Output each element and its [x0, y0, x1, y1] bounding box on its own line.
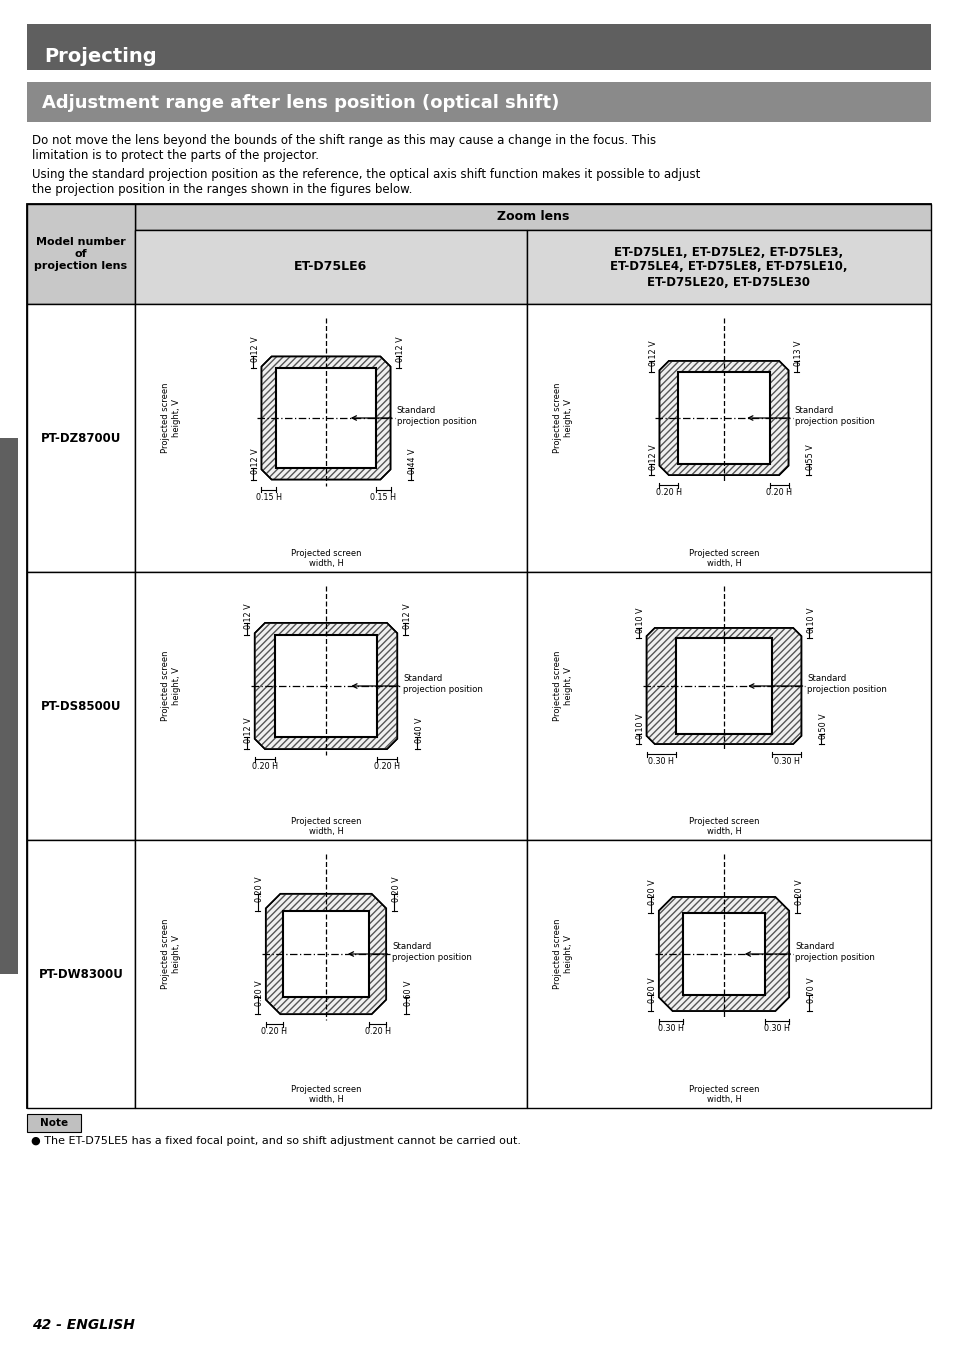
Text: Standard
projection position: Standard projection position	[403, 674, 483, 694]
Text: Projected screen
width, H: Projected screen width, H	[291, 1084, 361, 1104]
Text: PT-DS8500U: PT-DS8500U	[41, 699, 121, 713]
Bar	[526, 304, 930, 572]
Text: 0.12 V: 0.12 V	[251, 336, 260, 362]
Text: Projected screen
height, V: Projected screen height, V	[161, 383, 180, 454]
Text: Projecting: Projecting	[44, 47, 156, 66]
Bar	[27, 204, 135, 304]
Text: 0.12 V: 0.12 V	[244, 717, 253, 742]
Text: 0.20 V: 0.20 V	[794, 879, 802, 904]
Text: 0.20 H: 0.20 H	[765, 489, 792, 497]
Bar	[675, 637, 772, 734]
Text: 0.20 V: 0.20 V	[648, 879, 657, 904]
Text: Projected screen
width, H: Projected screen width, H	[688, 1084, 759, 1104]
Text: Projected screen
height, V: Projected screen height, V	[161, 919, 180, 990]
Text: Projected screen
height, V: Projected screen height, V	[161, 651, 180, 721]
Text: 0.30 H: 0.30 H	[763, 1025, 789, 1033]
Bar	[27, 82, 930, 122]
Text: 0.20 V: 0.20 V	[648, 977, 657, 1003]
Text: Projected screen
height, V: Projected screen height, V	[553, 919, 572, 990]
Text: PT-DZ8700U: PT-DZ8700U	[41, 432, 121, 444]
Bar	[526, 230, 930, 304]
Bar	[0, 437, 18, 973]
Polygon shape	[261, 356, 390, 479]
Polygon shape	[646, 628, 801, 744]
Bar	[682, 913, 764, 995]
Text: 0.30 H: 0.30 H	[658, 1025, 683, 1033]
Bar	[135, 230, 526, 304]
Text: Projected screen
height, V: Projected screen height, V	[553, 383, 572, 454]
Text: 0.10 V: 0.10 V	[636, 714, 644, 740]
Bar	[27, 1114, 81, 1133]
Text: ET-D75LE6: ET-D75LE6	[294, 261, 367, 274]
Text: ● The ET-D75LE5 has a fixed focal point, and so shift adjustment cannot be carri: ● The ET-D75LE5 has a fixed focal point,…	[30, 1135, 520, 1146]
Text: 0.12 V: 0.12 V	[251, 448, 260, 474]
Text: 0.50 V: 0.50 V	[818, 714, 827, 740]
Text: Standard
projection position: Standard projection position	[806, 674, 886, 694]
Bar	[27, 304, 135, 572]
Text: Do not move the lens beyond the bounds of the shift range as this may cause a ch: Do not move the lens beyond the bounds o…	[32, 134, 656, 162]
Text: 0.30 H: 0.30 H	[773, 757, 799, 765]
Bar	[274, 634, 376, 737]
Text: Adjustment range after lens position (optical shift): Adjustment range after lens position (op…	[42, 95, 558, 112]
Polygon shape	[254, 622, 396, 749]
Text: Zoom lens: Zoom lens	[497, 211, 569, 224]
Bar	[27, 24, 930, 70]
Text: 0.55 V: 0.55 V	[805, 444, 814, 470]
Text: 42 - ENGLISH: 42 - ENGLISH	[32, 1318, 134, 1332]
Text: 0.70 V: 0.70 V	[806, 977, 815, 1003]
Bar	[526, 840, 930, 1108]
Text: Model number
of
projection lens: Model number of projection lens	[34, 238, 128, 270]
Bar	[283, 911, 369, 998]
Text: 0.44 V: 0.44 V	[408, 448, 416, 474]
Bar	[135, 204, 930, 230]
Text: 0.13 V: 0.13 V	[793, 340, 802, 366]
Text: 0.12 V: 0.12 V	[648, 340, 658, 366]
Bar	[135, 840, 526, 1108]
Text: 0.20 H: 0.20 H	[261, 1027, 287, 1037]
Bar	[27, 204, 930, 1108]
Polygon shape	[266, 894, 386, 1014]
Text: Standard
projection position: Standard projection position	[396, 406, 476, 425]
Bar	[27, 840, 135, 1108]
Text: 0.40 V: 0.40 V	[415, 718, 423, 743]
Text: Projected screen
height, V: Projected screen height, V	[553, 651, 572, 721]
Text: Projected screen
width, H: Projected screen width, H	[291, 548, 361, 568]
Text: Projected screen
width, H: Projected screen width, H	[291, 817, 361, 836]
Text: 0.20 H: 0.20 H	[655, 489, 681, 497]
Text: Standard
projection position: Standard projection position	[794, 406, 874, 425]
Bar	[526, 572, 930, 840]
Text: 0.12 V: 0.12 V	[244, 603, 253, 629]
Text: Projected screen
width, H: Projected screen width, H	[688, 548, 759, 568]
Text: Standard
projection position: Standard projection position	[392, 942, 472, 961]
Text: 0.20 H: 0.20 H	[252, 763, 277, 771]
Text: Projected screen
width, H: Projected screen width, H	[688, 817, 759, 836]
Text: 0.10 V: 0.10 V	[636, 608, 644, 633]
Text: Using the standard projection position as the reference, the optical axis shift : Using the standard projection position a…	[32, 167, 700, 196]
Text: PT-DW8300U: PT-DW8300U	[38, 968, 123, 980]
Text: 0.20 V: 0.20 V	[392, 876, 400, 902]
Text: 0.15 H: 0.15 H	[255, 493, 282, 502]
Text: ET-D75LE1, ET-D75LE2, ET-D75LE3,
ET-D75LE4, ET-D75LE8, ET-D75LE10,
ET-D75LE20, E: ET-D75LE1, ET-D75LE2, ET-D75LE3, ET-D75L…	[610, 246, 847, 289]
Text: Note: Note	[40, 1118, 68, 1129]
Bar	[135, 572, 526, 840]
Text: 0.15 H: 0.15 H	[370, 493, 395, 502]
Text: 0.10 V: 0.10 V	[806, 608, 815, 633]
Text: Standard
projection position: Standard projection position	[795, 942, 874, 961]
Text: 0.20 H: 0.20 H	[374, 763, 399, 771]
Bar	[135, 304, 526, 572]
Text: 0.20 V: 0.20 V	[255, 980, 264, 1006]
Bar	[276, 369, 375, 467]
Text: 0.12 V: 0.12 V	[402, 603, 412, 629]
Text: 0.12 V: 0.12 V	[395, 336, 405, 362]
Polygon shape	[659, 896, 788, 1011]
Text: Basic Operation: Basic Operation	[4, 659, 14, 753]
Text: 0.20 H: 0.20 H	[364, 1027, 390, 1037]
Text: 0.20 V: 0.20 V	[255, 876, 264, 902]
Bar	[678, 371, 769, 464]
Text: 0.30 H: 0.30 H	[647, 757, 674, 765]
Text: 0.12 V: 0.12 V	[648, 444, 658, 470]
Polygon shape	[659, 360, 788, 475]
Text: 0.60 V: 0.60 V	[403, 980, 413, 1006]
Bar	[27, 572, 135, 840]
